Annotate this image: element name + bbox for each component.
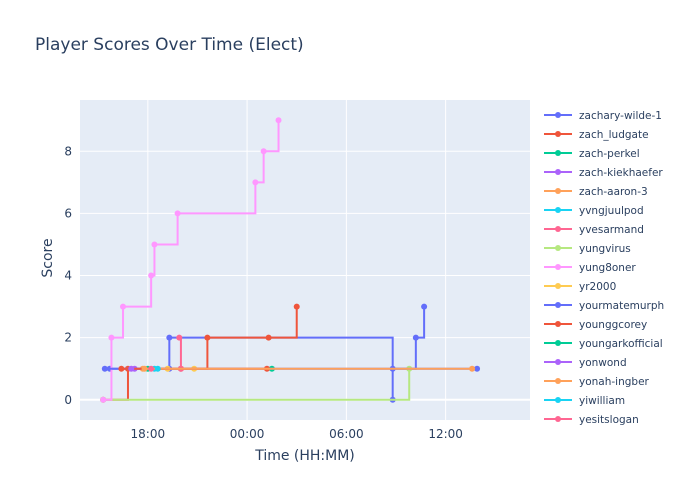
y-axis-label: Score [40,238,56,277]
legend-label: zachary-wilde-1 [579,110,662,122]
plot-series [100,117,481,403]
series-yiwilliam [154,365,161,372]
data-point[interactable] [166,334,173,341]
legend-swatch-marker [555,150,561,156]
data-point[interactable] [421,303,428,310]
legend-swatch-marker [555,264,561,270]
y-tick-label: 8 [64,144,72,158]
legend-item[interactable]: younggcorey [544,319,647,331]
legend-swatch-marker [555,112,561,118]
legend-label: yesitslogan [579,414,639,426]
x-tick-label: 18:00 [131,427,166,441]
series-line [103,368,411,401]
legend-swatch-marker [555,416,561,422]
legend-label: younggcorey [579,319,647,331]
legend-label: yr2000 [579,281,616,293]
legend-item[interactable]: zachary-wilde-1 [544,110,662,122]
data-point[interactable] [120,303,127,310]
data-point[interactable] [141,365,148,372]
data-point[interactable] [275,117,282,124]
x-ticks: 18:00 00:00 06:00 12:00 [131,427,463,441]
data-point[interactable] [118,365,125,372]
legend-swatch-marker [555,378,561,384]
legend-label: yungvirus [579,243,631,255]
legend-swatch-marker [555,340,561,346]
legend-label: zach-aaron-3 [579,186,648,198]
legend-label: yvesarmand [579,224,644,236]
chart-title: Player Scores Over Time (Elect) [35,35,304,55]
legend-label: zach_ludgate [579,129,649,141]
series-yonah-ingber [141,365,476,372]
legend-swatch-marker [555,245,561,251]
data-point[interactable] [265,334,272,341]
series-yung8oner [100,117,282,403]
legend-item[interactable]: youngarkofficial [544,338,663,350]
legend-label: yung8oner [579,262,636,274]
legend-swatch-marker [555,207,561,213]
legend-label: yourmatemurph [579,300,664,312]
legend-swatch-marker [555,302,561,308]
legend[interactable]: zachary-wilde-1 zach_ludgate zach-perkel za… [544,110,664,426]
data-point[interactable] [154,365,161,372]
data-point[interactable] [101,365,108,372]
legend-label: yonah-ingber [579,376,650,388]
legend-label: yonwond [579,357,627,369]
legend-swatch-marker [555,321,561,327]
data-point[interactable] [469,365,476,372]
legend-swatch-marker [555,131,561,137]
data-point[interactable] [151,241,158,248]
data-point[interactable] [148,365,155,372]
legend-swatch-marker [555,397,561,403]
data-point[interactable] [108,334,115,341]
legend-item[interactable]: yvngjuulpod [544,205,644,217]
legend-swatch-marker [555,188,561,194]
data-point[interactable] [204,334,211,341]
data-point[interactable] [100,396,107,403]
data-point[interactable] [474,365,481,372]
legend-item[interactable]: zach-aaron-3 [544,186,648,198]
series-line [109,306,426,400]
data-point[interactable] [293,303,300,310]
legend-swatch-marker [555,169,561,175]
legend-label: yvngjuulpod [579,205,644,217]
x-axis-label: Time (HH:MM) [254,448,355,464]
legend-label: youngarkofficial [579,338,663,350]
legend-item[interactable]: zach-kiekhaefer [544,167,663,179]
legend-item[interactable]: yungvirus [544,243,631,255]
data-point[interactable] [412,334,419,341]
legend-item[interactable]: yonwond [544,357,627,369]
legend-item[interactable]: yvesarmand [544,224,644,236]
legend-item[interactable]: yourmatemurph [544,300,664,312]
y-tick-label: 2 [64,331,72,345]
legend-item[interactable]: yung8oner [544,262,636,274]
legend-item[interactable]: yiwilliam [544,395,625,407]
legend-item[interactable]: yonah-ingber [544,376,650,388]
legend-label: zach-perkel [579,148,640,160]
legend-item[interactable]: zach-perkel [544,148,640,160]
legend-swatch-marker [555,283,561,289]
data-point[interactable] [148,272,155,279]
legend-swatch-marker [555,359,561,365]
legend-item[interactable]: yesitslogan [544,414,639,426]
data-point[interactable] [176,334,183,341]
legend-label: zach-kiekhaefer [579,167,663,179]
y-ticks: 0 2 4 6 8 [64,144,72,407]
x-tick-label: 06:00 [329,427,364,441]
data-point[interactable] [252,179,259,186]
y-tick-label: 0 [64,393,72,407]
legend-swatch-marker [555,226,561,232]
y-tick-label: 6 [64,206,72,220]
data-point[interactable] [174,210,181,217]
data-point[interactable] [128,365,135,372]
x-tick-label: 12:00 [428,427,463,441]
legend-label: yiwilliam [579,395,625,407]
data-point[interactable] [260,148,267,155]
series-yonwond [128,365,135,372]
legend-item[interactable]: zach_ludgate [544,129,649,141]
y-tick-label: 4 [64,269,72,283]
series-yesitslogan [148,365,155,372]
legend-item[interactable]: yr2000 [544,281,616,293]
x-tick-label: 00:00 [230,427,265,441]
